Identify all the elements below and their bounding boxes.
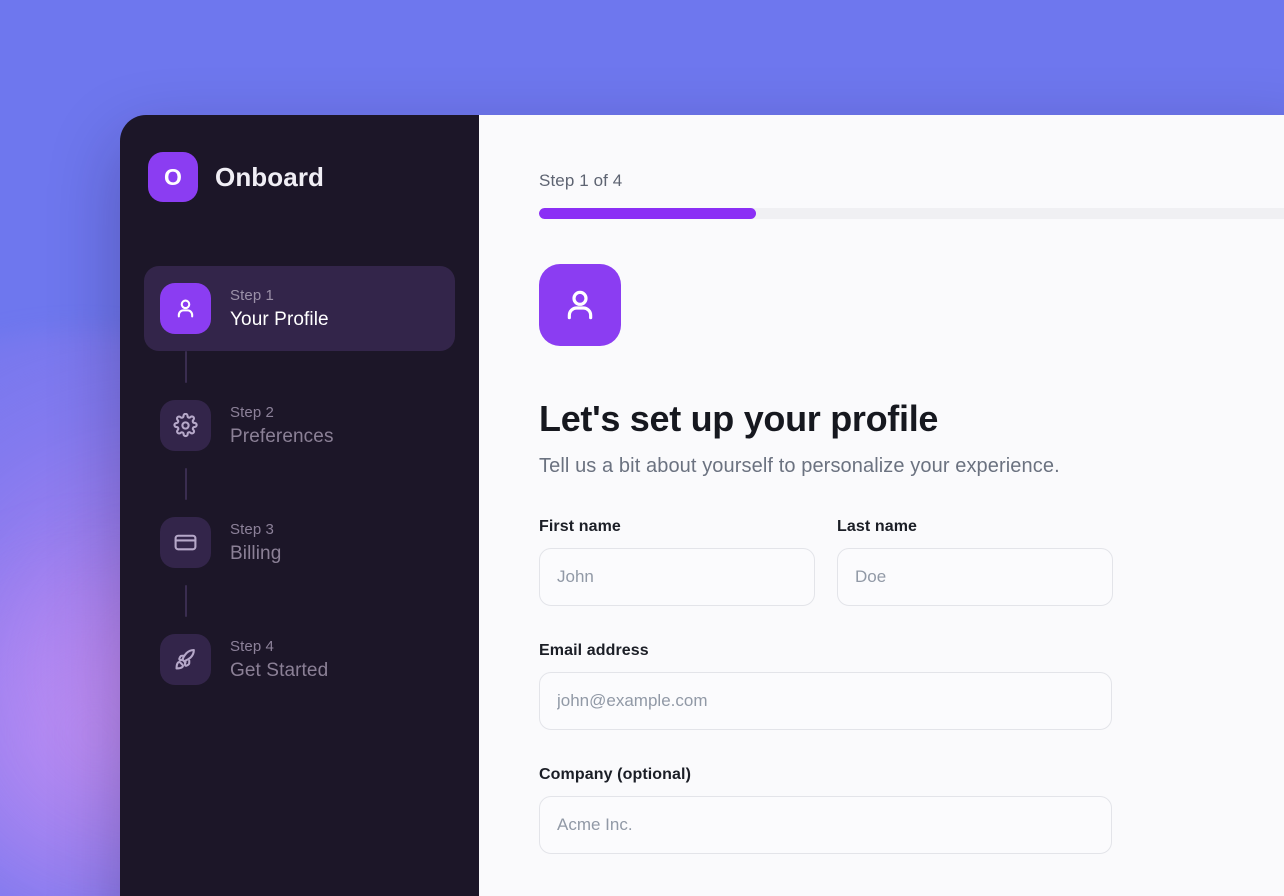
page-title: Let's set up your profile — [539, 398, 939, 439]
step-title: Get Started — [230, 659, 329, 681]
brand: O Onboard — [120, 152, 479, 202]
sidebar-step-preferences[interactable]: Step 2 Preferences — [144, 383, 455, 468]
progress-header: Step 1 of 4 25% — [539, 171, 1284, 191]
first-name-label: First name — [539, 518, 621, 535]
sidebar-step-your-profile[interactable]: Step 1 Your Profile — [144, 266, 455, 351]
step-title: Billing — [230, 542, 282, 564]
name-row: First name Last name — [539, 518, 1284, 606]
user-icon — [539, 264, 621, 346]
step-eyebrow: Step 1 — [230, 286, 274, 304]
logo-tile-icon: O — [148, 152, 198, 202]
email-field-group: Email address — [539, 642, 1112, 730]
company-label: Company (optional) — [539, 766, 692, 783]
main-content: Step 1 of 4 25% Let's set up your profil… — [479, 115, 1284, 896]
credit-card-icon — [160, 517, 211, 568]
sidebar-step-get-started[interactable]: Step 4 Get Started — [144, 617, 455, 702]
progress-step-label: Step 1 of 4 — [539, 171, 623, 190]
company-field-group: Company (optional) — [539, 766, 1112, 854]
rocket-icon — [160, 634, 211, 685]
progress-bar — [539, 208, 1284, 219]
last-name-input[interactable] — [837, 548, 1113, 606]
user-icon — [160, 283, 211, 334]
gear-icon — [160, 400, 211, 451]
company-input[interactable] — [539, 796, 1112, 854]
email-label: Email address — [539, 642, 649, 659]
first-name-input[interactable] — [539, 548, 815, 606]
logo-letter: O — [163, 163, 183, 190]
step-title: Preferences — [230, 425, 334, 447]
last-name-field-group: Last name — [837, 518, 1113, 606]
sidebar-step-billing[interactable]: Step 3 Billing — [144, 500, 455, 585]
app-card: O Onboard Step 1 Your Profile — [120, 115, 1284, 896]
step-connector — [185, 585, 187, 617]
step-connector — [185, 468, 187, 500]
step-nav: Step 1 Your Profile Step 2 Preferences — [120, 266, 479, 702]
brand-name: Onboard — [215, 161, 325, 192]
page-subtitle: Tell us a bit about yourself to personal… — [539, 455, 1060, 477]
step-eyebrow: Step 2 — [230, 403, 274, 421]
step-title: Your Profile — [230, 308, 329, 330]
email-input[interactable] — [539, 672, 1112, 730]
first-name-field-group: First name — [539, 518, 815, 606]
step-eyebrow: Step 4 — [230, 637, 274, 655]
sidebar: O Onboard Step 1 Your Profile — [120, 115, 479, 896]
step-eyebrow: Step 3 — [230, 520, 274, 538]
last-name-label: Last name — [837, 518, 918, 535]
progress-bar-fill — [539, 208, 757, 219]
step-connector — [185, 351, 187, 383]
